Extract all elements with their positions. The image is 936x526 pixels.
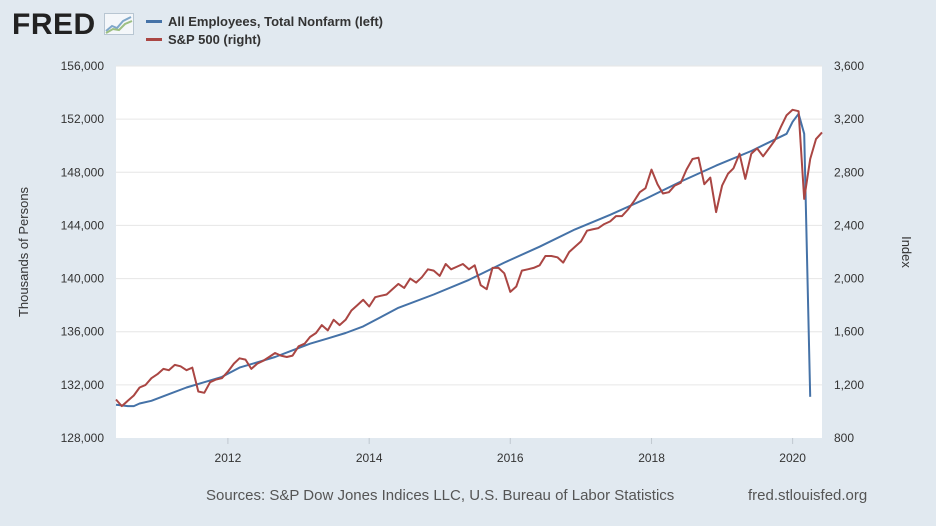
- y-left-tick-label: 128,000: [61, 431, 105, 445]
- plot-area: [116, 66, 822, 438]
- y-left-tick-label: 156,000: [61, 59, 105, 73]
- y-right-tick-label: 3,200: [834, 112, 864, 126]
- y-left-tick-label: 140,000: [61, 272, 105, 286]
- y-right-tick-label: 3,600: [834, 59, 864, 73]
- y-left-tick-label: 148,000: [61, 165, 105, 179]
- legend-swatch-employees: [146, 19, 162, 23]
- series-line-employees: [115, 112, 812, 408]
- y-left-tick-label: 152,000: [61, 112, 105, 126]
- y-left-tick-label: 132,000: [61, 378, 105, 392]
- legend-item-employees: All Employees, Total Nonfarm (left): [146, 12, 383, 30]
- fred-logo: FRED: [12, 8, 96, 41]
- left-axis-ticks: 128,000 132,000 136,000 140,000 144,000 148,0…: [61, 59, 105, 445]
- chart-legend: All Employees, Total Nonfarm (left) S&P …: [146, 12, 383, 48]
- legend-label-sp500: S&P 500 (right): [168, 31, 261, 47]
- x-tick-label: 2020: [779, 451, 806, 465]
- x-tick-label: 2014: [356, 451, 383, 465]
- legend-label-employees: All Employees, Total Nonfarm (left): [168, 13, 384, 29]
- legend-swatch-sp500: [146, 37, 162, 41]
- right-axis-ticks: 800 1,200 1,600 2,000 2,400 2,800 3,200 3,600: [834, 59, 864, 445]
- legend-item-sp500: S&P 500 (right): [146, 30, 383, 48]
- y-right-tick-label: 800: [834, 431, 854, 445]
- chart-footer: Sources: S&P Dow Jones Indices LLC, U.S.…: [0, 487, 936, 511]
- chart-header: FRED All Employees, Total Nonfarm (left)…: [0, 0, 936, 60]
- x-tick-label: 2018: [638, 451, 665, 465]
- y-right-tick-label: 1,200: [834, 378, 864, 392]
- y-right-tick-label: 1,600: [834, 325, 864, 339]
- gridlines: [116, 65, 822, 386]
- y-axis-left-title: Thousands of Persons: [16, 186, 31, 317]
- y-right-tick-label: 2,000: [834, 272, 864, 286]
- y-right-tick-label: 2,800: [834, 165, 864, 179]
- site-url[interactable]: fred.stlouisfed.org: [748, 487, 868, 504]
- x-tick-label: 2016: [497, 451, 524, 465]
- x-tick-label: 2012: [215, 451, 242, 465]
- y-axis-right-title: Index: [899, 236, 914, 268]
- fred-logo-graph-icon: [104, 13, 134, 35]
- series-line-sp500: [115, 108, 823, 408]
- y-left-tick-label: 136,000: [61, 325, 105, 339]
- y-left-tick-label: 144,000: [61, 218, 105, 232]
- series-layer: [115, 108, 823, 408]
- x-axis-ticks: 2012 2014 2016 2018 2020: [215, 438, 806, 465]
- y-right-tick-label: 2,400: [834, 218, 864, 232]
- sources-text: Sources: S&P Dow Jones Indices LLC, U.S.…: [206, 487, 675, 504]
